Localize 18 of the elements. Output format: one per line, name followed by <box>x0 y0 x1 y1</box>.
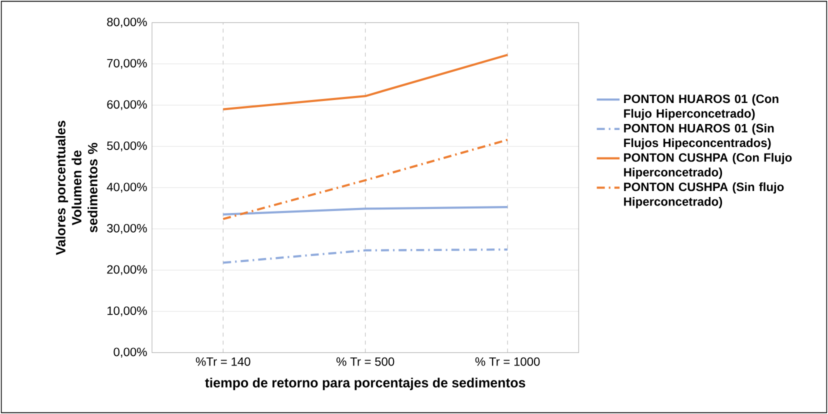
y-axis-title: Valores porcentuales Volumen de sedimentos % <box>56 120 98 256</box>
legend-label: PONTON HUAROS 01 (Sin Flujos Hipeconcentrados) <box>624 124 774 150</box>
x-tick-label: %Tr = 140 <box>196 357 250 366</box>
legend-label: PONTON CUSHPA (Con Flujo Hiperconcetrado) <box>624 152 792 179</box>
y-tick-label: 30,00% <box>107 224 147 234</box>
x-axis-title: tiempo de retorno para porcentajes de sedimentos <box>205 378 526 390</box>
y-tick-label: 20,00% <box>107 265 147 276</box>
x-tick-label: % Tr = 1000 <box>475 357 540 366</box>
y-tick-label: 70,00% <box>107 58 147 69</box>
y-tick-label: 50,00% <box>107 141 147 152</box>
y-tick-label: 80,00% <box>107 18 147 28</box>
legend-label: PONTON CUSHPA (Sin flujo Hiperconcetrado) <box>624 182 784 208</box>
y-tick-label: 0,00% <box>114 348 147 358</box>
x-tick-label: % Tr = 500 <box>336 357 394 366</box>
legend-label: PONTON HUAROS 01 (Con Flujo Hiperconcetrado) <box>624 94 778 120</box>
y-tick-label: 60,00% <box>107 100 147 110</box>
y-tick-label: 10,00% <box>108 306 147 316</box>
y-tick-label: 40,00% <box>106 182 147 193</box>
